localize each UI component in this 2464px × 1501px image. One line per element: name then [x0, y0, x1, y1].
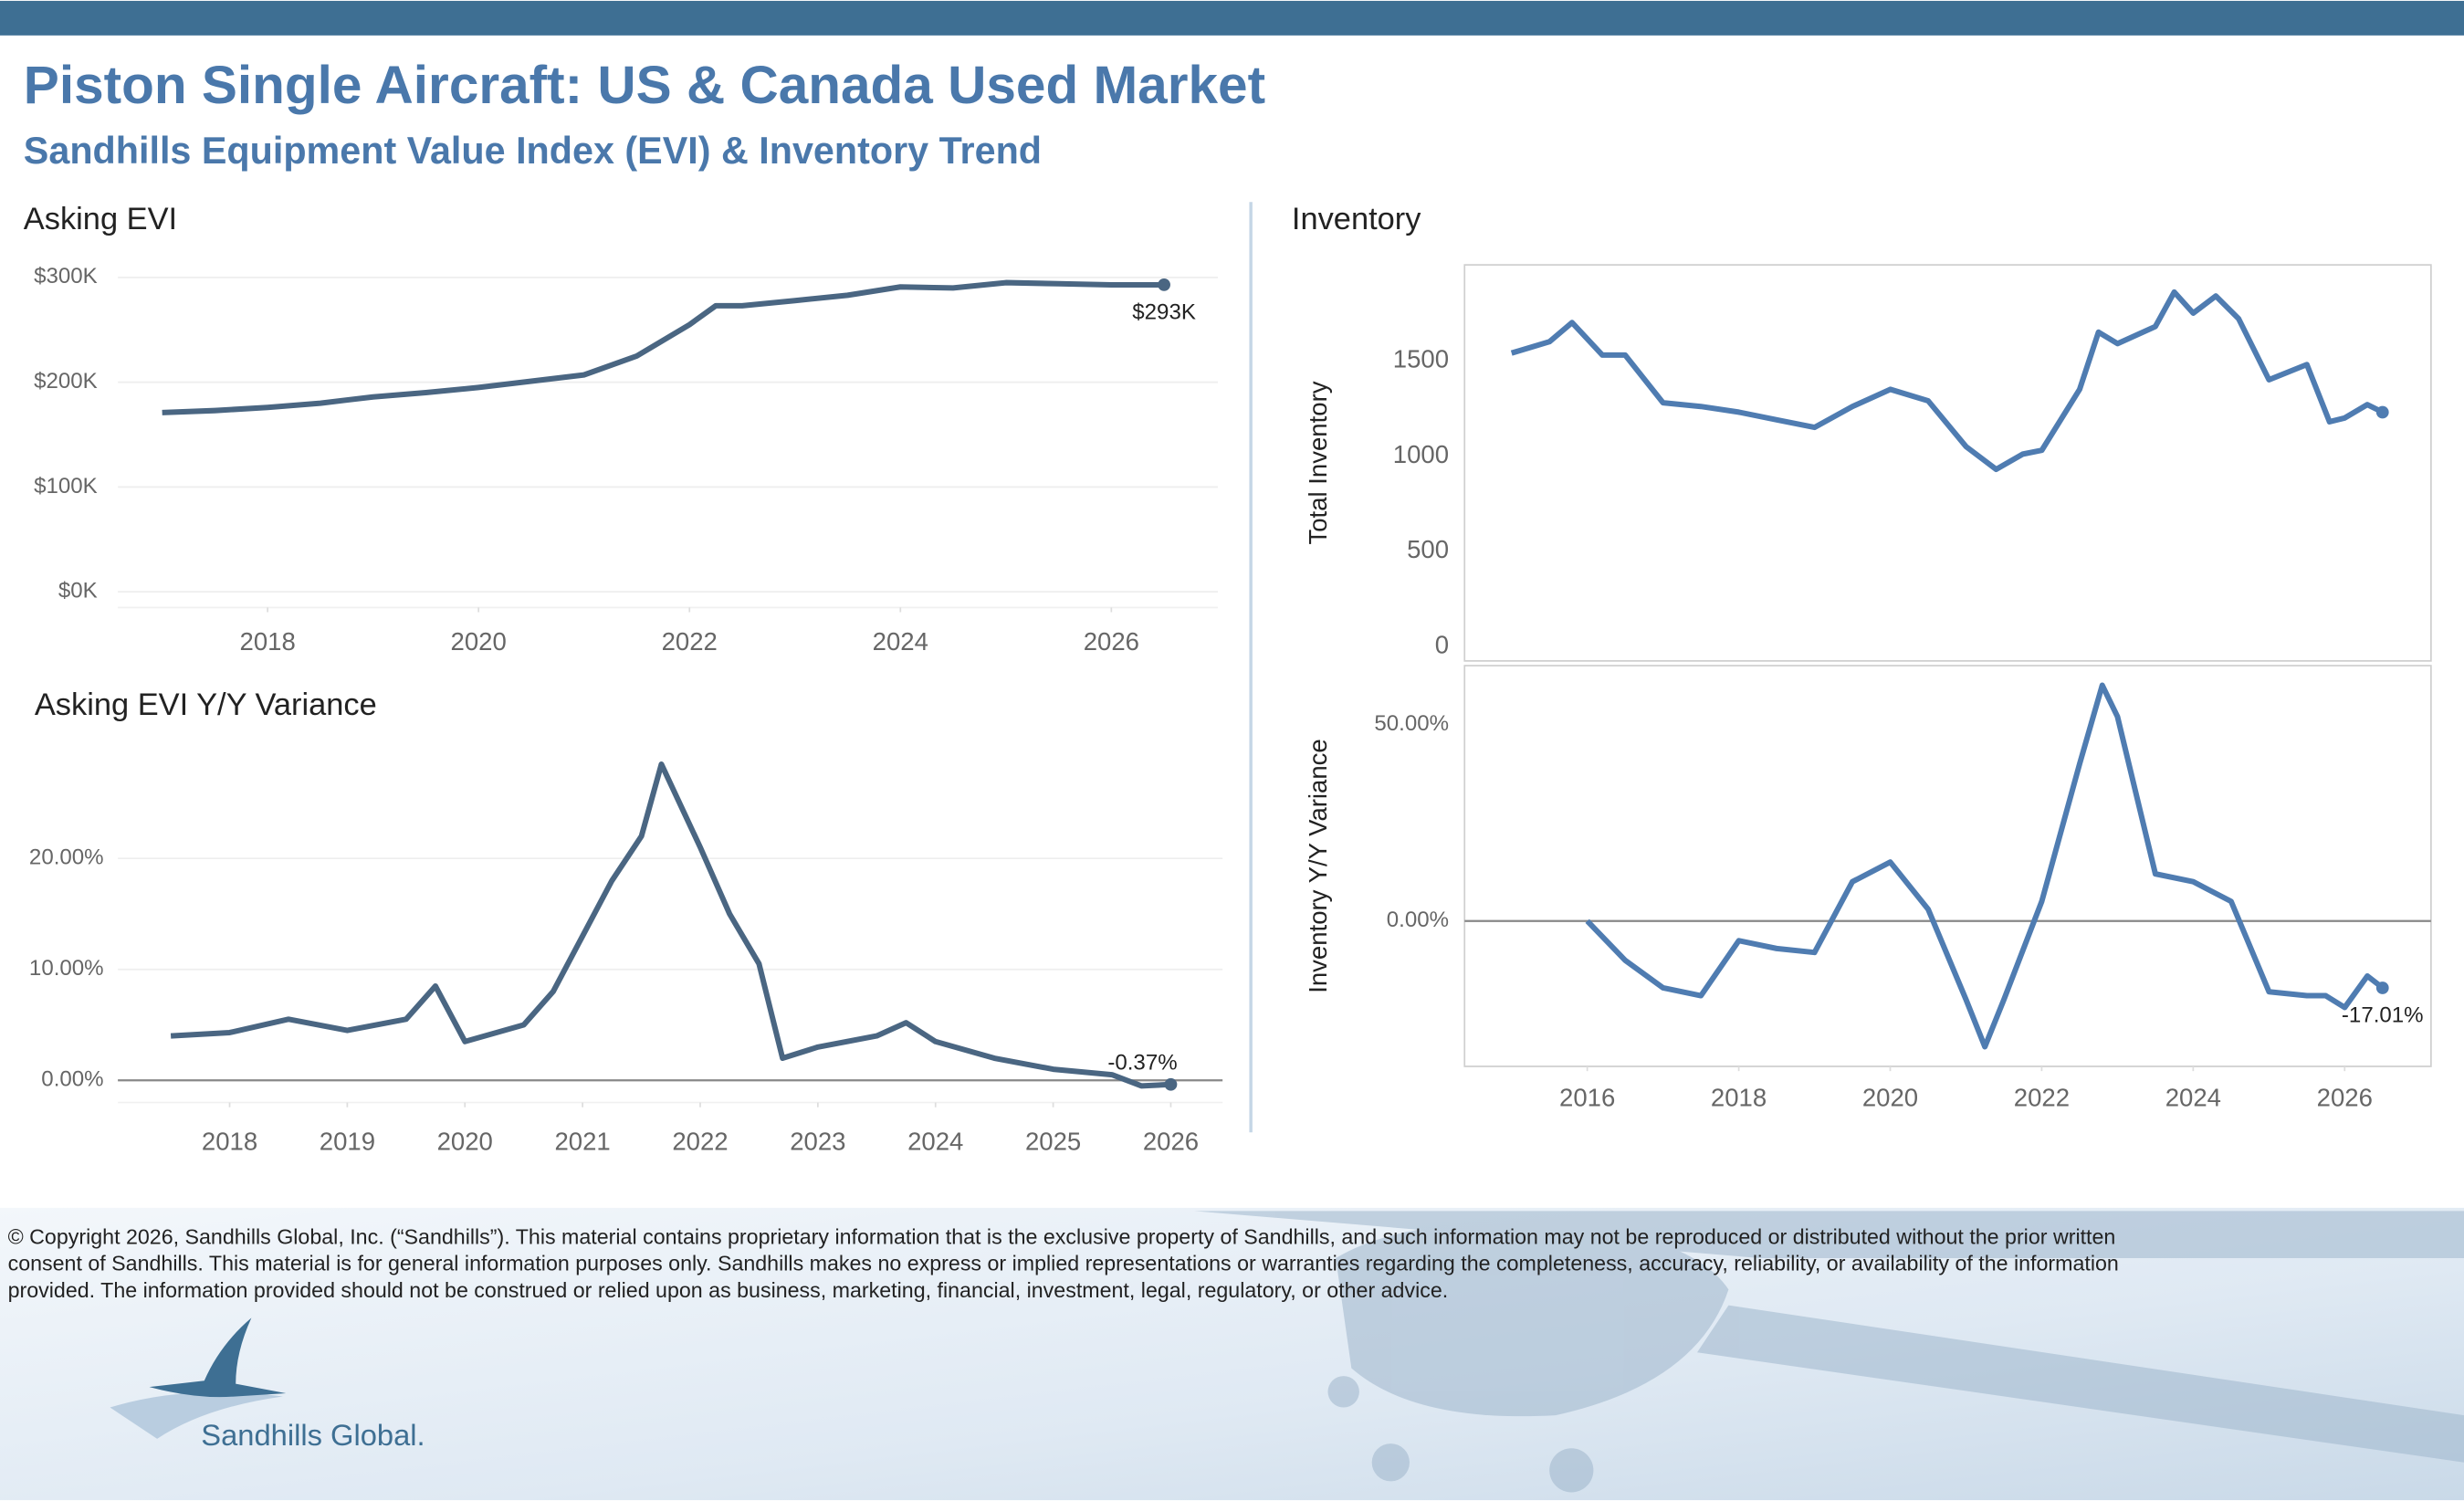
y-tick-label: 10.00% [29, 956, 104, 981]
line-series [1510, 289, 2385, 473]
x-tick-label: 2016 [1559, 1083, 1615, 1111]
copyright: © Copyright 2026, Sandhills Global, Inc.… [8, 1224, 2116, 1248]
x-tick-label: 2026 [1084, 627, 1139, 656]
y-tick-label: 20.00% [29, 845, 104, 870]
y-tick-label: $100K [34, 474, 98, 499]
logo: Sandhills Global. [110, 1317, 425, 1452]
y-tick-label: $200K [34, 369, 98, 394]
x-tick-label: 2022 [662, 627, 718, 656]
x-tick-label: 2026 [2317, 1083, 2373, 1111]
y-tick-label: 50.00% [1374, 711, 1449, 736]
x-tick-label: 2022 [672, 1128, 728, 1156]
x-tick-label: 2022 [2014, 1083, 2070, 1111]
line-series [162, 279, 1165, 415]
x-tick-label: 2026 [1143, 1128, 1199, 1156]
footer: Sandhills Global. © Copyright 2026, Sand… [0, 1207, 2464, 1501]
end-point [2375, 981, 2389, 994]
x-tick-label: 2021 [555, 1128, 611, 1156]
y-axis-label: Inventory Y/Y Variance [1304, 739, 1332, 993]
y-tick-label: 0.00% [41, 1067, 103, 1092]
y-tick-label: 0.00% [1387, 908, 1449, 932]
y-axis-label: Total Inventory [1304, 381, 1332, 544]
page-title: Piston Single Aircraft: US & Canada Used… [24, 56, 1265, 115]
x-tick-label: 2020 [1862, 1083, 1918, 1111]
copyright: provided. The information provided shoul… [8, 1278, 1449, 1302]
line-series [170, 761, 1171, 1089]
x-tick-label: 2024 [907, 1128, 963, 1156]
y-tick-label: $0K [58, 579, 98, 604]
y-tick-label: $300K [34, 264, 98, 289]
x-tick-label: 2019 [320, 1128, 375, 1156]
x-tick-label: 2020 [451, 627, 507, 656]
header-bar [0, 0, 2464, 36]
plot-frame [1463, 665, 2432, 1067]
logo-bird [149, 1317, 287, 1398]
page-subtitle: Sandhills Equipment Value Index (EVI) & … [24, 130, 1042, 172]
x-tick-label: 2024 [2165, 1083, 2221, 1111]
logo-text: Sandhills Global. [201, 1418, 425, 1452]
y-tick-label: 1000 [1393, 440, 1449, 468]
x-tick-label: 2024 [873, 627, 928, 656]
x-tick-label: 2020 [437, 1128, 493, 1156]
end-point [1164, 1077, 1178, 1091]
value-label: -0.37% [1107, 1051, 1177, 1076]
end-point [2375, 405, 2389, 419]
x-tick-label: 2018 [240, 627, 296, 656]
chart-title: Asking EVI [24, 202, 177, 236]
x-tick-label: 2023 [790, 1128, 845, 1156]
chart-title: Inventory [1292, 202, 1421, 236]
copyright: consent of Sandhills. This material is f… [8, 1252, 2119, 1275]
x-tick-label: 2018 [202, 1128, 257, 1156]
line-series [1585, 682, 2385, 1050]
plot-frame [1463, 264, 2432, 662]
y-tick-label: 500 [1407, 535, 1449, 563]
end-point [1158, 278, 1170, 291]
y-tick-label: 0 [1435, 631, 1449, 659]
logo-bird-shadow [110, 1391, 283, 1439]
x-tick-label: 2018 [1711, 1083, 1767, 1111]
x-tick-label: 2025 [1025, 1128, 1081, 1156]
value-label: $293K [1132, 299, 1196, 324]
plane-image [1194, 1211, 2464, 1493]
value-label: -17.01% [2342, 1002, 2424, 1027]
chart-title: Asking EVI Y/Y Variance [35, 688, 377, 722]
y-tick-label: 1500 [1393, 344, 1449, 373]
